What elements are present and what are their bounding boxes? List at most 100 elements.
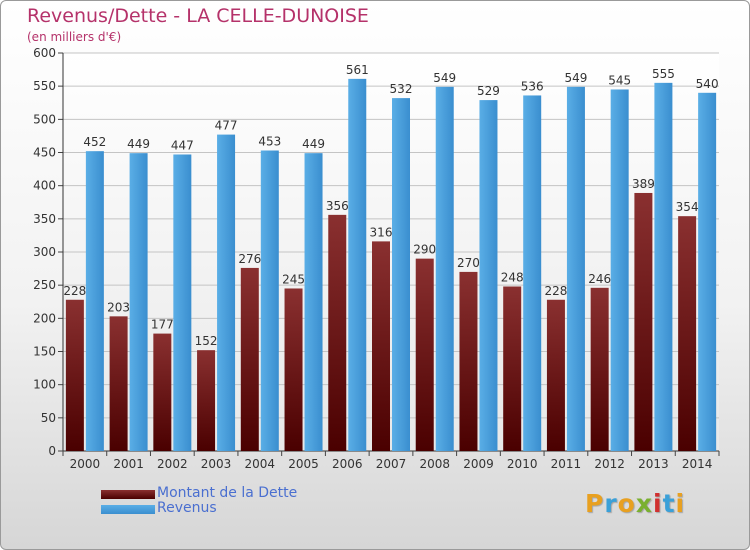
- x-tick-label: 2009: [463, 457, 494, 471]
- bar-dette: [634, 192, 653, 452]
- data-label-revenus: 447: [171, 138, 194, 152]
- data-label-revenus: 561: [346, 63, 369, 77]
- data-label-revenus: 477: [215, 119, 238, 133]
- x-tick-label: 2008: [419, 457, 450, 471]
- y-tick-label: 0: [48, 444, 56, 458]
- data-label-dette: 228: [544, 284, 567, 298]
- bar-dette: [65, 299, 84, 451]
- bar-dette: [372, 241, 390, 451]
- data-label-dette: 228: [63, 284, 86, 298]
- y-tick-label: 400: [33, 179, 56, 193]
- data-label-revenus: 549: [433, 71, 456, 85]
- bar-dette: [153, 333, 172, 451]
- bar-revenus: [217, 134, 236, 451]
- data-label-dette: 290: [413, 243, 436, 257]
- data-label-revenus: 449: [302, 137, 325, 151]
- bar-revenus: [348, 78, 367, 452]
- bar-dette: [328, 214, 347, 451]
- data-label-revenus: 555: [652, 67, 675, 81]
- data-label-dette: 270: [457, 256, 480, 270]
- bar-dette: [240, 267, 259, 451]
- logo-letter: t: [662, 489, 676, 518]
- data-label-dette: 248: [501, 270, 524, 284]
- bar-revenus: [698, 92, 717, 452]
- x-tick-label: 2012: [594, 457, 625, 471]
- x-tick-label: 2014: [682, 457, 713, 471]
- y-tick-label: 100: [33, 378, 56, 392]
- logo-letter: P: [585, 489, 605, 518]
- legend-label-revenus: Revenus: [157, 500, 217, 516]
- y-tick-label: 450: [33, 146, 56, 160]
- bar-revenus: [85, 151, 104, 451]
- bar-revenus: [304, 153, 323, 451]
- bar-revenus: [173, 154, 192, 452]
- bar-dette: [459, 271, 478, 451]
- data-label-dette: 245: [282, 272, 305, 286]
- x-tick-label: 2004: [245, 457, 276, 471]
- x-tick-label: 2011: [551, 457, 582, 471]
- x-tick-label: 2002: [157, 457, 188, 471]
- legend-swatch-revenus: [101, 505, 155, 514]
- data-label-dette: 177: [151, 318, 174, 332]
- data-label-revenus: 549: [564, 71, 587, 85]
- bar-revenus: [654, 82, 673, 451]
- x-tick-label: 2000: [70, 457, 101, 471]
- bar-dette: [678, 216, 697, 451]
- proxiti-logo: Proxiti: [585, 489, 685, 518]
- data-label-dette: 389: [632, 177, 655, 191]
- logo-letter: o: [617, 489, 636, 518]
- legend-swatch-dette: [101, 490, 155, 499]
- bar-dette: [197, 350, 216, 451]
- data-label-dette: 152: [195, 334, 218, 348]
- data-label-dette: 203: [107, 300, 130, 314]
- y-tick-label: 500: [33, 112, 56, 126]
- logo-letter: x: [635, 489, 653, 518]
- data-label-dette: 276: [238, 252, 261, 266]
- y-tick-label: 300: [33, 245, 56, 259]
- x-tick-label: 2005: [288, 457, 319, 471]
- y-tick-label: 350: [33, 212, 56, 226]
- bar-dette: [546, 299, 565, 451]
- bar-dette: [503, 286, 522, 451]
- x-tick-label: 2003: [201, 457, 232, 471]
- y-tick-label: 600: [33, 46, 56, 60]
- data-label-dette: 316: [370, 225, 393, 239]
- bar-revenus: [435, 86, 454, 451]
- bar-revenus: [392, 98, 410, 452]
- bar-revenus: [610, 89, 629, 451]
- data-label-revenus: 532: [390, 82, 413, 96]
- logo-letter: r: [604, 489, 618, 518]
- x-tick-label: 2001: [113, 457, 144, 471]
- chart-subtitle: (en milliers d'€): [27, 30, 122, 44]
- x-tick-label: 2006: [332, 457, 363, 471]
- bar-dette: [590, 287, 609, 451]
- x-tick-label: 2013: [638, 457, 669, 471]
- data-label-revenus: 536: [521, 79, 544, 93]
- bar-revenus: [129, 153, 148, 451]
- x-tick-label: 2010: [507, 457, 538, 471]
- legend-label-dette: Montant de la Dette: [157, 485, 298, 501]
- y-tick-label: 200: [33, 311, 56, 325]
- data-label-dette: 356: [326, 199, 349, 213]
- data-label-revenus: 453: [258, 135, 281, 149]
- plot-area: 0 50 100 150 200 250 300 350 400 450 500 550 600 228 4…: [33, 46, 720, 471]
- y-tick-label: 250: [33, 278, 56, 292]
- data-label-revenus: 449: [127, 137, 150, 151]
- bar-dette: [284, 288, 303, 451]
- data-label-revenus: 540: [696, 77, 719, 91]
- data-label-revenus: 529: [477, 84, 500, 98]
- logo-letter: i: [675, 489, 686, 518]
- data-label-dette: 354: [676, 200, 699, 214]
- bar-dette: [109, 316, 128, 451]
- y-tick-label: 150: [33, 345, 56, 359]
- x-tick-label: 2007: [376, 457, 407, 471]
- bar-revenus: [479, 100, 498, 451]
- bar-revenus: [566, 86, 585, 451]
- bar-revenus: [260, 150, 279, 451]
- data-label-revenus: 545: [608, 73, 631, 87]
- bar-dette: [415, 258, 434, 451]
- y-tick-label: 550: [33, 79, 56, 93]
- bar-revenus: [523, 95, 542, 451]
